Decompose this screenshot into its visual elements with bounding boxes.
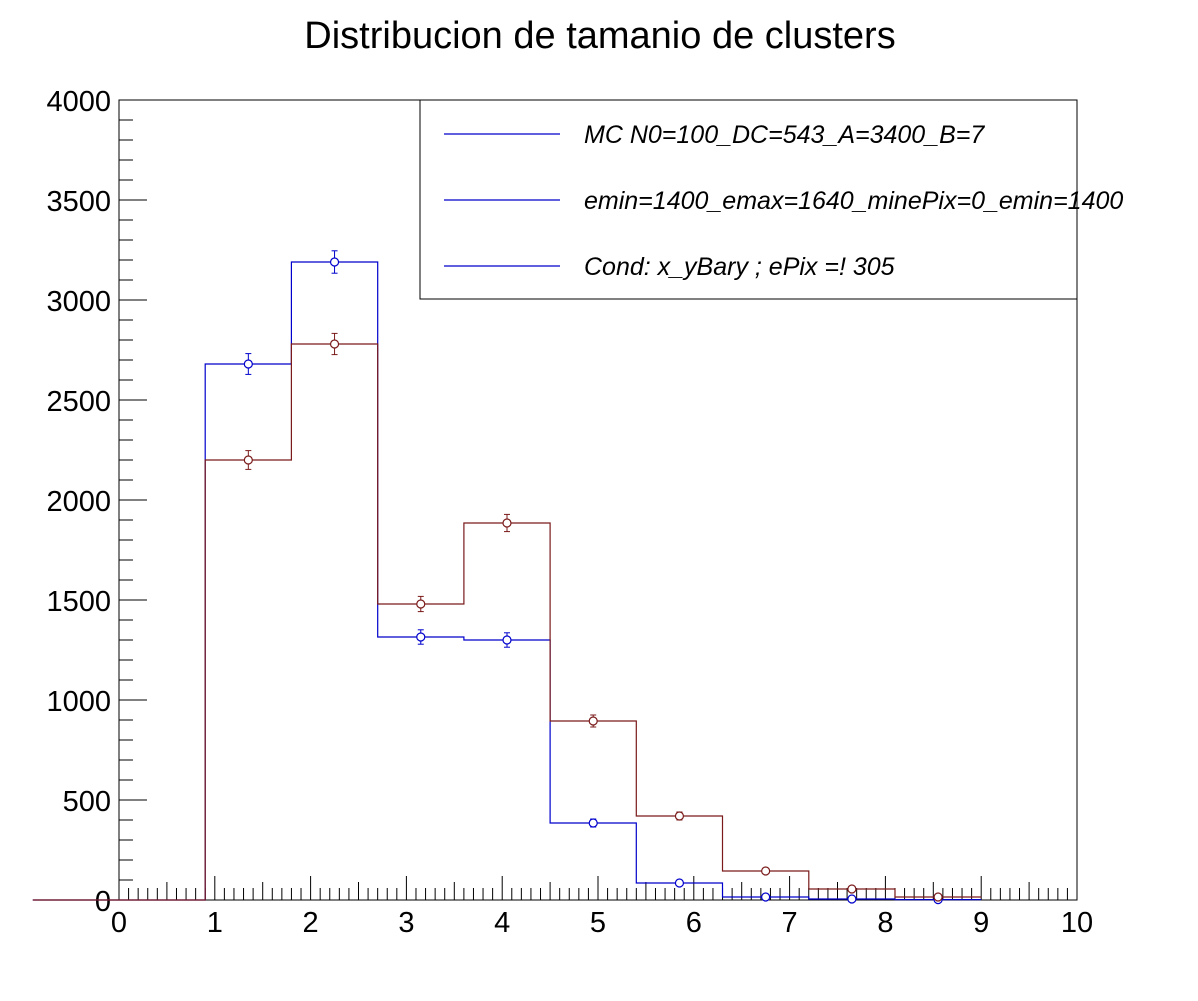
legend-label: emin=1400_emax=1640_minePix=0_emin=1400 [584,187,1123,215]
data-point-marker [674,811,685,821]
legend-label: Cond: x_yBary ; ePix =! 305 [584,253,895,281]
x-tick-label: 1 [207,907,223,939]
legend: MC N0=100_DC=543_A=3400_B=7 emin=1400_ema… [419,99,1123,300]
x-tick-label: 6 [686,907,702,939]
data-point-marker [329,339,340,349]
x-tick-label: 4 [494,907,510,939]
data-point-marker [416,599,426,609]
x-tick-label: 2 [303,907,319,939]
y-tick-label: 3500 [46,186,111,218]
histogram-step-line [32,343,982,901]
y-tick-label: 2500 [46,386,111,418]
x-tick-label: 7 [782,907,798,939]
data-point-marker [243,359,253,369]
data-point-marker [329,257,340,267]
data-point-marker [588,716,598,726]
data-point-marker [847,884,857,894]
data-point-marker [674,878,685,888]
x-tick-label: 10 [1061,907,1093,939]
y-tick-label: 0 [95,886,111,918]
data-point-marker [761,892,771,902]
data-point-marker [502,635,512,645]
chart-title: Distribucion de tamanio de clusters [304,15,895,57]
data-point-marker [416,632,426,642]
x-tick-label: 3 [398,907,414,939]
data-point-marker [847,894,857,904]
data-point-marker [933,892,943,902]
data-point-marker [243,455,253,465]
series-layer [32,250,982,905]
y-tick-label: 500 [63,786,111,818]
data-point-marker [761,866,771,876]
x-tick-label: 8 [877,907,893,939]
x-tick-label: 0 [111,907,127,939]
x-tick-label: 5 [590,907,606,939]
y-tick-label: 1000 [46,686,111,718]
legend-label: MC N0=100_DC=543_A=3400_B=7 [584,121,985,149]
histogram-series-2 [32,332,982,902]
y-tick-label: 4000 [46,86,111,118]
histogram-series-1 [32,250,982,905]
x-tick-label: 9 [973,907,989,939]
data-point-marker [502,518,512,528]
y-tick-label: 3000 [46,286,111,318]
data-point-marker [588,818,598,828]
axis-ticks: 0 1 2 3 4 5 6 7 8 9 10 0 500 1000 1500 2000 2500 3000 3500… [46,86,1093,939]
histogram-step-line [32,261,982,901]
y-tick-label: 2000 [46,486,111,518]
y-tick-label: 1500 [46,586,111,618]
